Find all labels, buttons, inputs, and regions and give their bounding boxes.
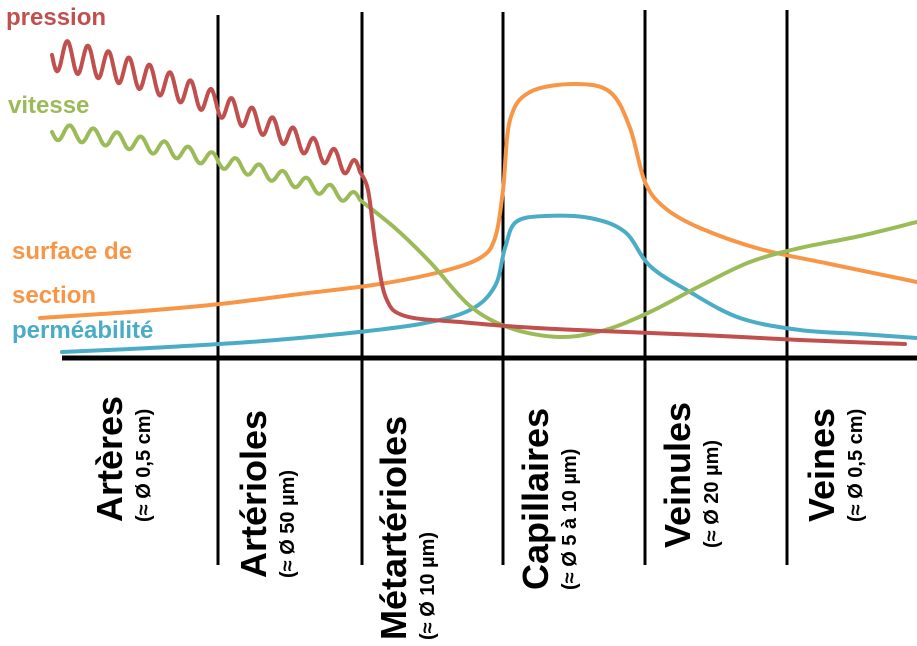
category-name: Artérioles — [233, 409, 274, 578]
category-arterioles: Artérioles (≈ Ø 50 µm) — [233, 409, 299, 578]
category-veinules: Veinules (≈ Ø 20 µm) — [657, 401, 723, 548]
category-capillaires: Capillaires (≈ Ø 5 à 10 µm) — [515, 407, 581, 590]
category-name: Veines — [801, 407, 842, 522]
permeabilite-curve — [60, 213, 917, 354]
label-pression: pression — [6, 4, 107, 31]
category-size: (≈ Ø 0,5 cm) — [133, 408, 155, 522]
category-arteres: Artères (≈ Ø 0,5 cm) — [89, 395, 155, 522]
surface-curve — [38, 82, 917, 320]
label-surface-line2: section — [12, 282, 97, 309]
category-size: (≈ Ø 20 µm) — [701, 439, 723, 548]
category-metarterioles: Métartérioles (≈ Ø 10 µm) — [373, 415, 439, 640]
category-name: Artères — [89, 395, 130, 522]
label-permeabilite: perméabilité — [12, 317, 154, 344]
category-veines: Veines (≈ Ø 0,5 cm) — [801, 407, 867, 522]
category-size: (≈ Ø 5 à 10 µm) — [559, 448, 581, 590]
vitesse-curve — [50, 123, 917, 340]
pression-curve — [50, 39, 907, 346]
category-size: (≈ Ø 0,5 cm) — [845, 408, 867, 522]
category-size: (≈ Ø 50 µm) — [277, 469, 299, 578]
label-surface-line1: surface de — [12, 238, 133, 265]
label-vitesse: vitesse — [8, 92, 90, 119]
category-name: Métartérioles — [373, 415, 414, 640]
category-name: Veinules — [657, 401, 698, 548]
category-name: Capillaires — [515, 407, 556, 590]
category-size: (≈ Ø 10 µm) — [417, 531, 439, 640]
